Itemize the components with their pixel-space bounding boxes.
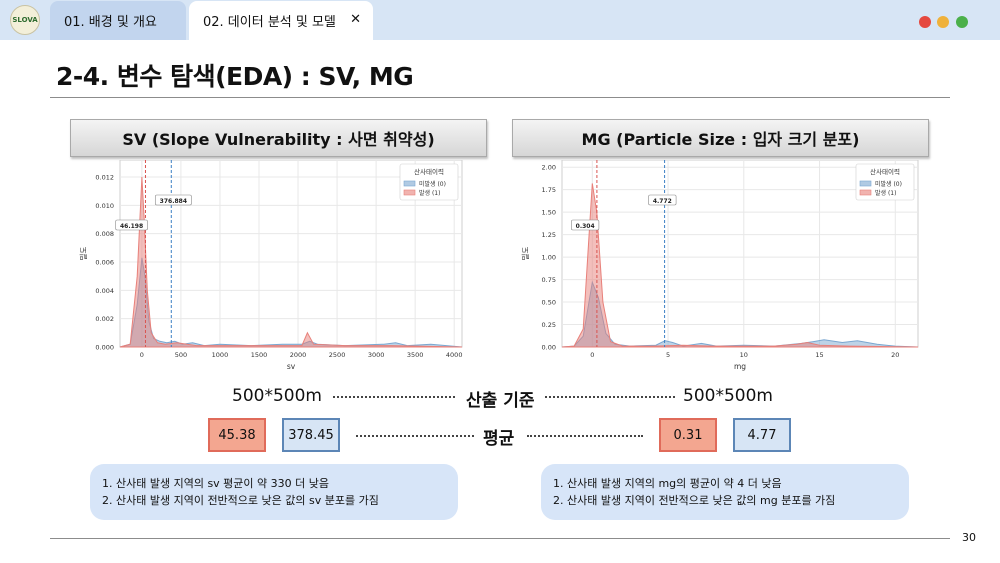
dotted-leader xyxy=(545,396,675,398)
legend-title: 산사태이력 xyxy=(870,167,900,176)
x-tick-label: 0 xyxy=(140,351,144,359)
mg-density-svg: 0.00 0.25 0.50 0.75 1.00 1.25 1.50 1.75 2.00 0 5 10… xyxy=(521,160,919,371)
average-label: 평균 xyxy=(483,429,515,449)
y-axis-label: 밀도 xyxy=(79,247,88,261)
criteria-label: 산출 기준 xyxy=(466,391,535,411)
legend-swatch xyxy=(403,189,416,196)
legend-entry: 미발생 (0) xyxy=(875,180,902,188)
dotted-leader xyxy=(333,396,455,398)
y-axis-label: 밀도 xyxy=(521,247,530,261)
x-tick-label: 3500 xyxy=(407,351,424,359)
occurred-density-area xyxy=(561,183,919,348)
sv-not-occurred-mean: 378.45 xyxy=(282,418,340,452)
tab-background-overview[interactable]: 01. 배경 및 개요 xyxy=(50,1,186,40)
mg-density-chart: 0.00 0.25 0.50 0.75 1.00 1.25 1.50 1.75 2.00 0 5 10… xyxy=(520,160,920,378)
mg-section-header: MG (Particle Size : 입자 크기 분포) xyxy=(512,119,929,157)
x-tick-label: 1000 xyxy=(212,351,229,359)
title-divider xyxy=(50,97,950,98)
y-tick-label: 0.002 xyxy=(95,315,114,323)
x-tick-label: 4000 xyxy=(446,351,463,359)
mg-summary-note: 1. 산사태 발생 지역의 mg의 평균이 약 4 더 낮음 2. 산사태 발생… xyxy=(541,464,909,520)
x-axis-label: mg xyxy=(734,362,746,371)
y-tick-label: 0.00 xyxy=(542,344,556,352)
legend-entry: 미발생 (0) xyxy=(419,180,446,188)
dotted-leader xyxy=(527,435,643,437)
y-tick-label: 1.75 xyxy=(542,186,556,194)
window-maximize-button[interactable] xyxy=(956,16,968,28)
y-tick-label: 0.008 xyxy=(95,230,114,238)
note-line: 1. 산사태 발생 지역의 mg의 평균이 약 4 더 낮음 xyxy=(553,477,782,490)
sv-summary-note: 1. 산사태 발생 지역의 sv 평균이 약 330 더 낮음 2. 산사태 발… xyxy=(90,464,458,520)
x-tick-label: 15 xyxy=(815,351,823,359)
y-tick-label: 1.50 xyxy=(542,209,556,217)
tab-bar: SLOVA 01. 배경 및 개요 02. 데이터 분석 및 모델 ✕ xyxy=(0,0,1000,40)
mg-occurred-mean: 0.31 xyxy=(659,418,717,452)
x-tick-label: 2000 xyxy=(290,351,307,359)
x-tick-label: 10 xyxy=(740,351,748,359)
y-tick-label: 0.004 xyxy=(95,287,114,295)
note-line: 2. 산사태 발생 지역이 전반적으로 낮은 값의 sv 분포를 가짐 xyxy=(102,494,379,507)
y-tick-label: 2.00 xyxy=(542,164,556,172)
legend-title: 산사태이력 xyxy=(414,167,444,176)
sv-section-header: SV (Slope Vulnerability : 사면 취약성) xyxy=(70,119,487,157)
mean-label-box xyxy=(571,219,600,231)
tab-data-analysis[interactable]: 02. 데이터 분석 및 모델 ✕ xyxy=(189,1,373,40)
window-close-button[interactable] xyxy=(919,16,931,28)
legend-swatch xyxy=(403,180,416,187)
y-tick-label: 1.25 xyxy=(542,231,556,239)
sv-occurred-mean: 45.38 xyxy=(208,418,266,452)
occurred-density-area xyxy=(119,176,463,348)
y-tick-label: 0.006 xyxy=(95,259,114,267)
tab-label: 01. 배경 및 개요 xyxy=(64,15,157,30)
x-tick-label: 0 xyxy=(590,351,594,359)
y-tick-label: 0.75 xyxy=(542,276,556,284)
legend-entry: 발생 (1) xyxy=(419,189,440,197)
mean-label: 0.304 xyxy=(576,223,595,230)
mean-label-box xyxy=(648,194,677,206)
legend-swatch xyxy=(859,180,872,187)
x-tick-label: 5 xyxy=(666,351,670,359)
note-line: 2. 산사태 발생 지역이 전반적으로 낮은 값의 mg 분포를 가짐 xyxy=(553,494,836,507)
sv-density-chart: 0.000 0.002 0.004 0.006 0.008 0.010 0.012 0 500 1… xyxy=(78,160,474,378)
mean-label-box xyxy=(115,219,148,231)
close-tab-icon[interactable]: ✕ xyxy=(350,12,361,27)
x-tick-label: 3000 xyxy=(368,351,385,359)
x-tick-label: 500 xyxy=(175,351,187,359)
footer-divider xyxy=(50,538,950,539)
mean-label: 376.884 xyxy=(160,198,187,205)
page-title: 2-4. 변수 탐색(EDA) : SV, MG xyxy=(56,62,414,91)
mean-label: 4.772 xyxy=(653,198,672,205)
y-tick-label: 0.000 xyxy=(95,344,114,352)
sv-grid-size: 500*500m xyxy=(232,386,322,406)
sv-density-svg: 0.000 0.002 0.004 0.006 0.008 0.010 0.012 0 500 1… xyxy=(79,160,463,371)
tab-label: 02. 데이터 분석 및 모델 xyxy=(203,15,336,30)
mg-grid-size: 500*500m xyxy=(683,386,773,406)
legend-entry: 발생 (1) xyxy=(875,189,896,197)
y-tick-label: 0.012 xyxy=(95,174,114,182)
dotted-leader xyxy=(356,435,474,437)
x-tick-label: 1500 xyxy=(251,351,268,359)
x-tick-label: 2500 xyxy=(329,351,346,359)
y-tick-label: 0.010 xyxy=(95,202,114,210)
x-axis-label: sv xyxy=(287,362,296,371)
legend-swatch xyxy=(859,189,872,196)
mg-not-occurred-mean: 4.77 xyxy=(733,418,791,452)
note-line: 1. 산사태 발생 지역의 sv 평균이 약 330 더 낮음 xyxy=(102,477,329,490)
slova-logo: SLOVA xyxy=(10,5,40,35)
y-tick-label: 0.25 xyxy=(542,321,556,329)
mean-label: 46.198 xyxy=(120,223,143,230)
mean-label-box xyxy=(154,194,192,206)
y-tick-label: 1.00 xyxy=(542,254,556,262)
page-number: 30 xyxy=(962,531,976,544)
window-minimize-button[interactable] xyxy=(937,16,949,28)
y-tick-label: 0.50 xyxy=(542,299,556,307)
x-tick-label: 20 xyxy=(891,351,899,359)
